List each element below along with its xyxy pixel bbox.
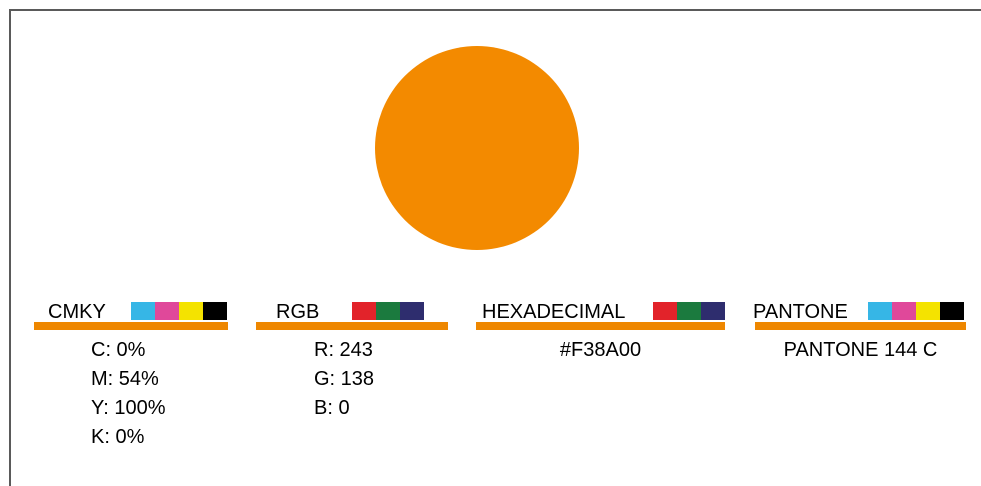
pantone-title: PANTONE xyxy=(753,301,848,323)
hex-value: #F38A00 xyxy=(476,336,725,365)
hex-section: HEXADECIMAL #F38A00 xyxy=(476,300,725,450)
yellow-chip xyxy=(916,302,940,320)
cyan-chip xyxy=(131,302,155,320)
cmyk-value-y: Y: 100% xyxy=(91,394,228,423)
pantone-underline xyxy=(755,322,966,330)
rgb-value-r: R: 243 xyxy=(314,336,448,365)
pantone-color-chips xyxy=(868,302,964,320)
cmyk-value-k: K: 0% xyxy=(91,423,228,452)
magenta-chip xyxy=(155,302,179,320)
rgb-underline xyxy=(256,322,448,330)
red-chip xyxy=(653,302,677,320)
color-swatch-circle xyxy=(375,46,579,250)
green-chip xyxy=(376,302,400,320)
red-chip xyxy=(352,302,376,320)
rgb-color-chips xyxy=(352,302,424,320)
pantone-section: PANTONE PANTONE 144 C xyxy=(755,300,966,450)
hex-title: HEXADECIMAL xyxy=(482,301,625,323)
pantone-value: PANTONE 144 C xyxy=(755,336,966,365)
cmyk-value-m: M: 54% xyxy=(91,365,228,394)
rgb-title: RGB xyxy=(276,301,319,323)
blue-chip xyxy=(701,302,725,320)
black-chip xyxy=(940,302,964,320)
rgb-values: R: 243 G: 138 B: 0 xyxy=(314,336,448,423)
magenta-chip xyxy=(892,302,916,320)
hex-values: #F38A00 xyxy=(476,336,725,365)
rgb-section: RGB R: 243 G: 138 B: 0 xyxy=(256,300,448,450)
hex-color-chips xyxy=(653,302,725,320)
rgb-value-b: B: 0 xyxy=(314,394,448,423)
cmyk-color-chips xyxy=(131,302,227,320)
green-chip xyxy=(677,302,701,320)
rgb-value-g: G: 138 xyxy=(314,365,448,394)
yellow-chip xyxy=(179,302,203,320)
cmyk-section: CMKY C: 0% M: 54% Y: 100% K: 0% xyxy=(34,300,228,450)
black-chip xyxy=(203,302,227,320)
cyan-chip xyxy=(868,302,892,320)
cmyk-underline xyxy=(34,322,228,330)
cmyk-values: C: 0% M: 54% Y: 100% K: 0% xyxy=(91,336,228,452)
cmyk-title: CMKY xyxy=(48,301,106,323)
hex-underline xyxy=(476,322,725,330)
pantone-values: PANTONE 144 C xyxy=(755,336,966,365)
blue-chip xyxy=(400,302,424,320)
cmyk-value-c: C: 0% xyxy=(91,336,228,365)
